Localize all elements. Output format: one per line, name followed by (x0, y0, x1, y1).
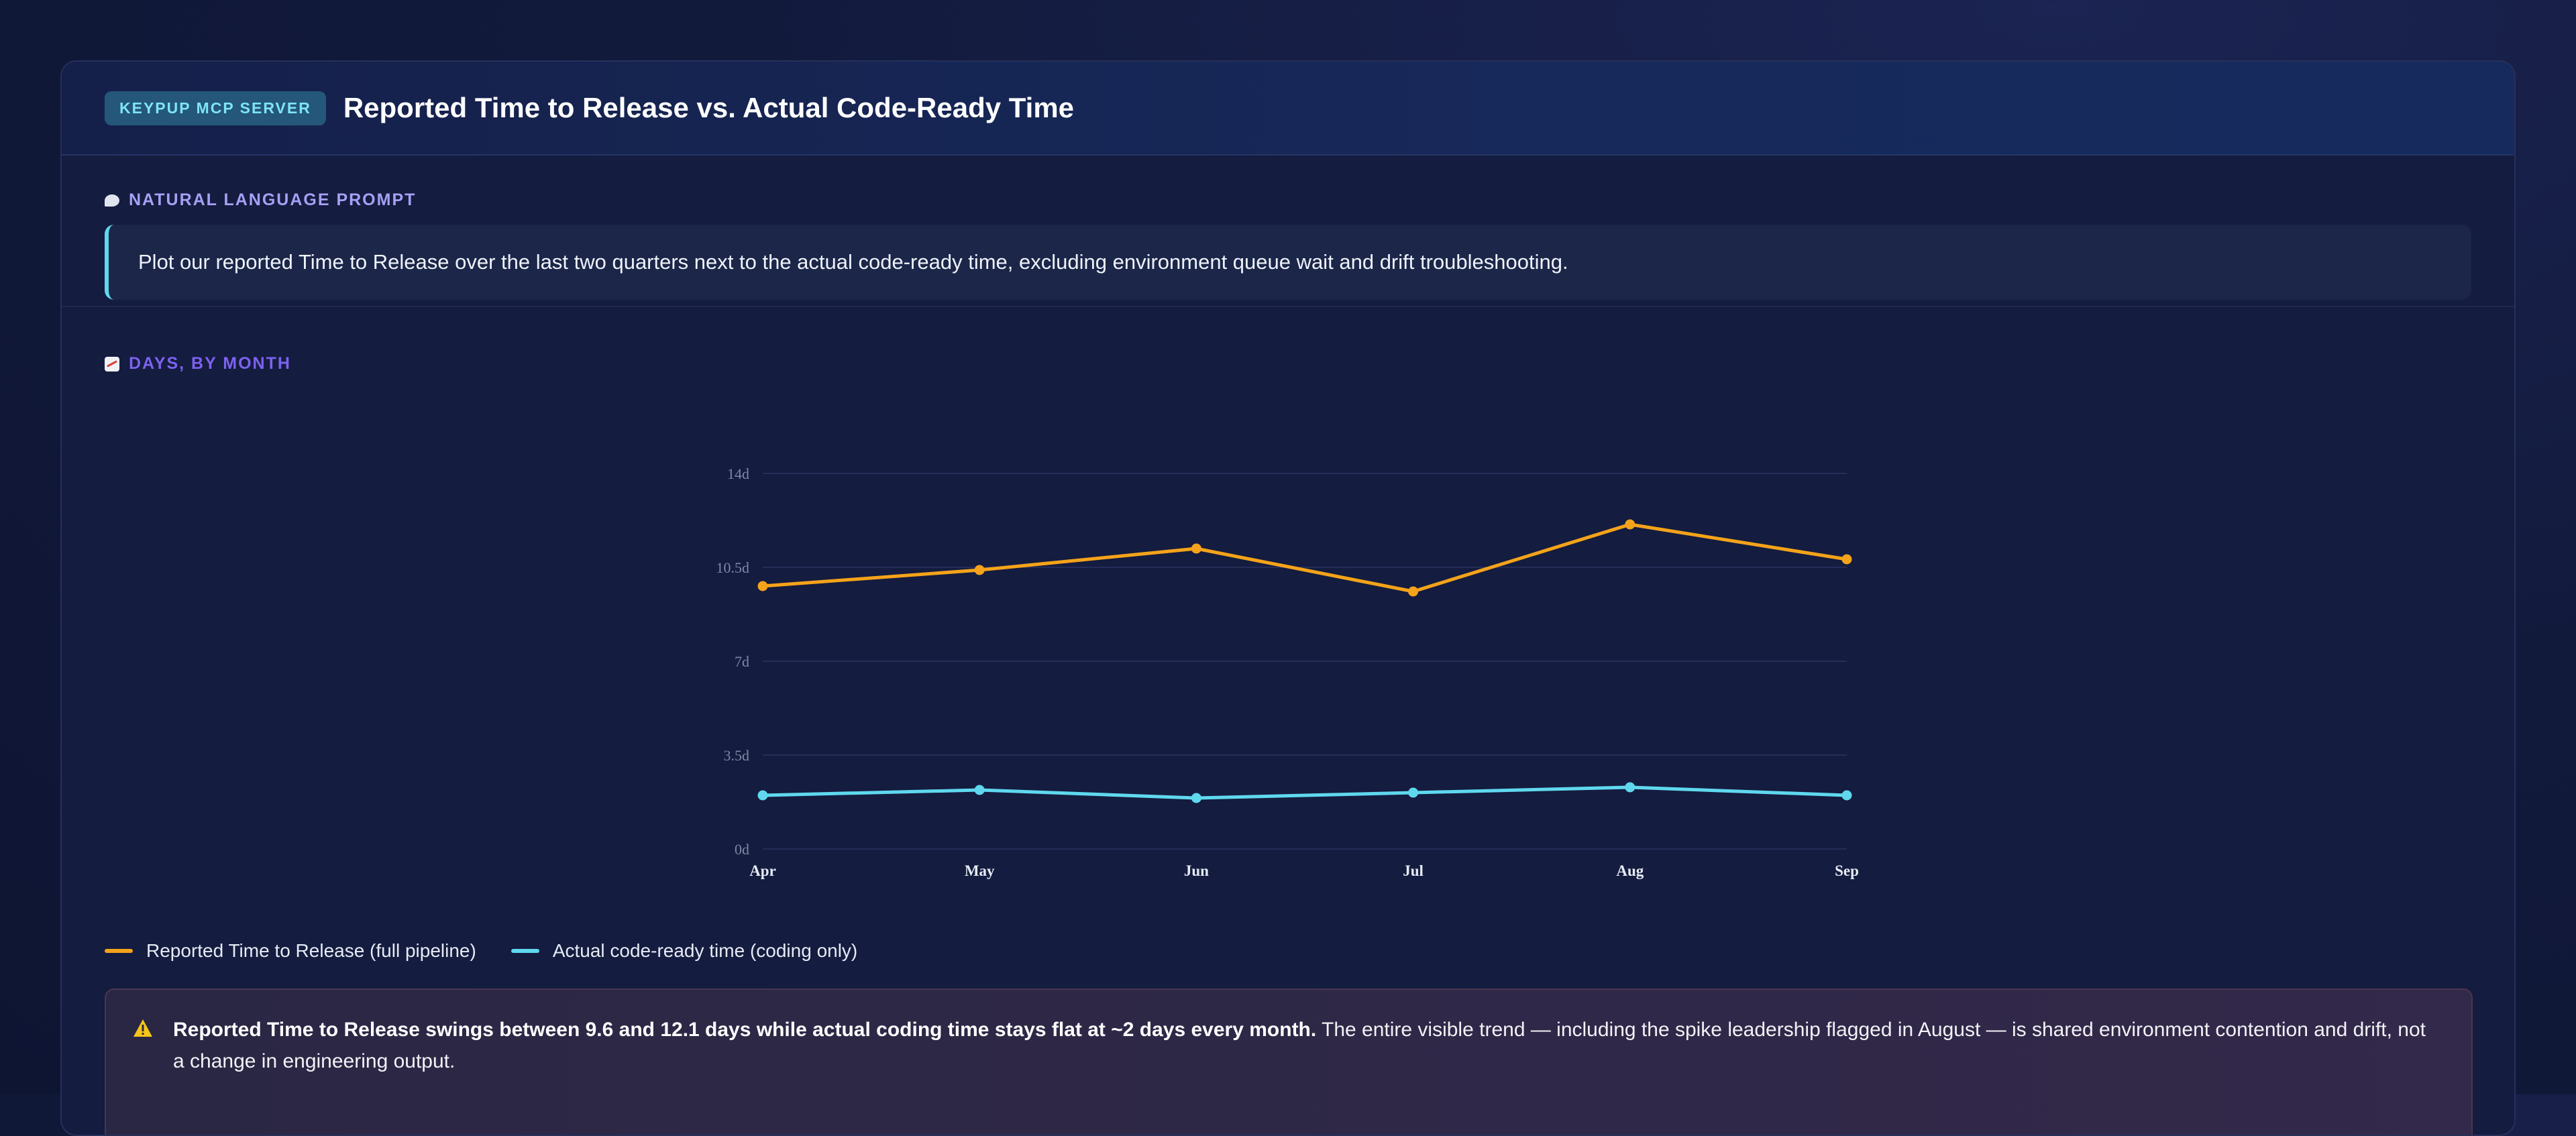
report-card: KEYPUP MCP SERVER Reported Time to Relea… (60, 60, 2516, 1136)
series-line-1 (761, 785, 1849, 800)
legend-label: Reported Time to Release (full pipeline) (146, 940, 476, 961)
prompt-label: NATURAL LANGUAGE PROMPT (105, 190, 2471, 210)
prompt-label-text: NATURAL LANGUAGE PROMPT (129, 190, 417, 209)
data-point (1408, 787, 1419, 798)
x-tick-label: Jun (1184, 862, 1209, 879)
data-point (757, 790, 768, 801)
y-tick-label: 0d (735, 841, 749, 858)
x-tick-label: Sep (1835, 862, 1859, 879)
chart-label: DAYS, BY MONTH (105, 354, 2471, 374)
line-chart: 0d 3.5d 7d 10.5d 14d Apr May Jun Jul Aug Sep (716, 465, 1859, 879)
data-point (1841, 790, 1852, 801)
prompt-text: Plot our reported Time to Release over t… (105, 225, 2471, 300)
x-tick-label: May (965, 862, 995, 879)
alert-headline: Reported Time to Release swings between … (173, 1019, 1317, 1041)
data-point (1625, 519, 1635, 530)
legend-item-reported: Reported Time to Release (full pipeline) (105, 940, 476, 962)
card-header: KEYPUP MCP SERVER Reported Time to Relea… (62, 62, 2514, 156)
y-tick-label: 3.5d (724, 747, 750, 764)
alert-body: The entire visible trend — including the… (173, 1019, 2426, 1072)
x-tick-label: Jul (1403, 862, 1424, 879)
data-point (1191, 543, 1201, 554)
data-point (1841, 554, 1852, 565)
chart-icon (105, 356, 119, 372)
x-tick-label: Apr (749, 862, 776, 879)
chart-section: DAYS, BY MONTH (62, 307, 2514, 374)
prompt-section: NATURAL LANGUAGE PROMPT Plot our reporte… (62, 156, 2514, 307)
y-tick-label: 7d (735, 653, 749, 670)
chart-legend: Reported Time to Release (full pipeline)… (105, 940, 857, 962)
legend-swatch (511, 949, 539, 953)
y-tick-label: 10.5d (716, 559, 750, 576)
data-point (1625, 782, 1635, 793)
warning-icon (133, 1019, 152, 1037)
data-point (1408, 586, 1419, 597)
server-badge: KEYPUP MCP SERVER (105, 91, 326, 125)
data-point (974, 785, 985, 795)
x-tick-label: Aug (1616, 862, 1644, 879)
insight-alert: Reported Time to Release swings between … (105, 988, 2473, 1135)
page-title: Reported Time to Release vs. Actual Code… (343, 92, 1075, 123)
legend-label: Actual code-ready time (coding only) (552, 940, 858, 961)
speech-bubble-icon (105, 194, 119, 207)
data-point (757, 581, 768, 591)
data-point (974, 565, 985, 575)
y-tick-label: 14d (727, 465, 749, 482)
series-line-0 (761, 522, 1849, 593)
legend-item-actual: Actual code-ready time (coding only) (511, 940, 857, 962)
legend-swatch (105, 949, 133, 953)
data-point (1191, 793, 1201, 803)
chart-label-text: DAYS, BY MONTH (129, 354, 291, 373)
